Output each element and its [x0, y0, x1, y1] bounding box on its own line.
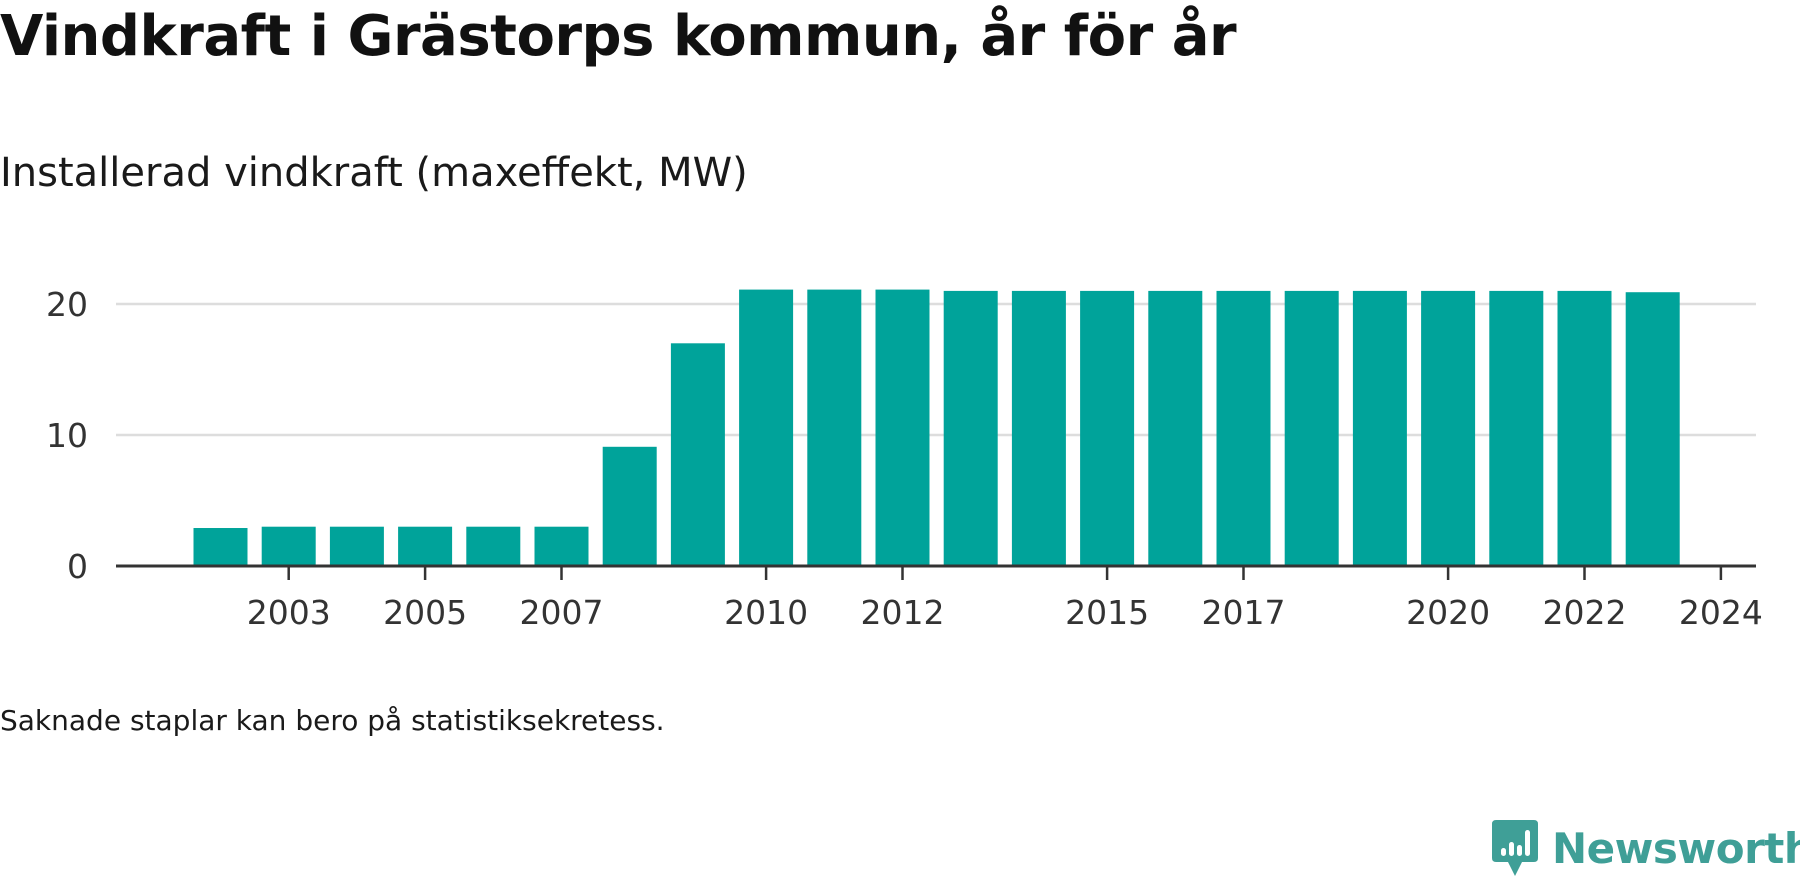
bar-2019[interactable] — [1352, 290, 1407, 566]
bar-2010[interactable] — [739, 289, 794, 566]
bar-2009[interactable] — [670, 343, 725, 566]
x-tick-label-2010: 2010 — [724, 593, 808, 632]
x-tick-label-2012: 2012 — [861, 593, 945, 632]
chart-title: Vindkraft i Grästorps kommun, år för år — [0, 4, 1237, 69]
chart-subtitle: Installerad vindkraft (maxeffekt, MW) — [0, 150, 748, 196]
bar-2013[interactable] — [943, 290, 998, 566]
bar-2015[interactable] — [1080, 290, 1135, 566]
bar-2023[interactable] — [1625, 292, 1680, 566]
bar-2011[interactable] — [807, 289, 862, 566]
bar-2021[interactable] — [1489, 290, 1544, 566]
bar-2020[interactable] — [1421, 290, 1476, 566]
bar-2005[interactable] — [398, 526, 453, 566]
bar-chart: 0 10 20 2003 2005 2007 2010 2012 2015 2017 2020 202… — [46, 285, 1763, 632]
bar-2018[interactable] — [1284, 290, 1339, 566]
bar-2006[interactable] — [466, 526, 521, 566]
x-tick-label-2003: 2003 — [247, 593, 331, 632]
bar-2003[interactable] — [261, 526, 316, 566]
footnote: Saknade staplar kan bero på statistiksek… — [0, 704, 665, 737]
y-tick-label-20: 20 — [46, 285, 88, 324]
bar-2022[interactable] — [1557, 290, 1612, 566]
brand-name: Newsworthy — [1552, 823, 1800, 873]
x-tick-label-2022: 2022 — [1543, 593, 1627, 632]
bar-2008[interactable] — [602, 446, 657, 566]
x-tick-label-2007: 2007 — [520, 593, 604, 632]
bar-2017[interactable] — [1216, 290, 1271, 566]
y-tick-label-10: 10 — [46, 416, 88, 455]
bar-2016[interactable] — [1148, 290, 1203, 566]
x-tick-label-2015: 2015 — [1065, 593, 1149, 632]
bar-2014[interactable] — [1011, 290, 1066, 566]
bar-2002[interactable] — [193, 528, 248, 566]
newsworthy-logo-icon — [1492, 820, 1538, 876]
bar-2007[interactable] — [534, 526, 589, 566]
x-tick-label-2005: 2005 — [383, 593, 467, 632]
bar-2004[interactable] — [329, 526, 384, 566]
x-tick-label-2017: 2017 — [1202, 593, 1286, 632]
x-tick-label-2020: 2020 — [1406, 593, 1490, 632]
bar-2012[interactable] — [875, 289, 930, 566]
x-tick-label-2024: 2024 — [1679, 593, 1763, 632]
brand-logo[interactable]: Newsworthy — [1490, 818, 1800, 878]
y-tick-label-0: 0 — [67, 547, 88, 586]
